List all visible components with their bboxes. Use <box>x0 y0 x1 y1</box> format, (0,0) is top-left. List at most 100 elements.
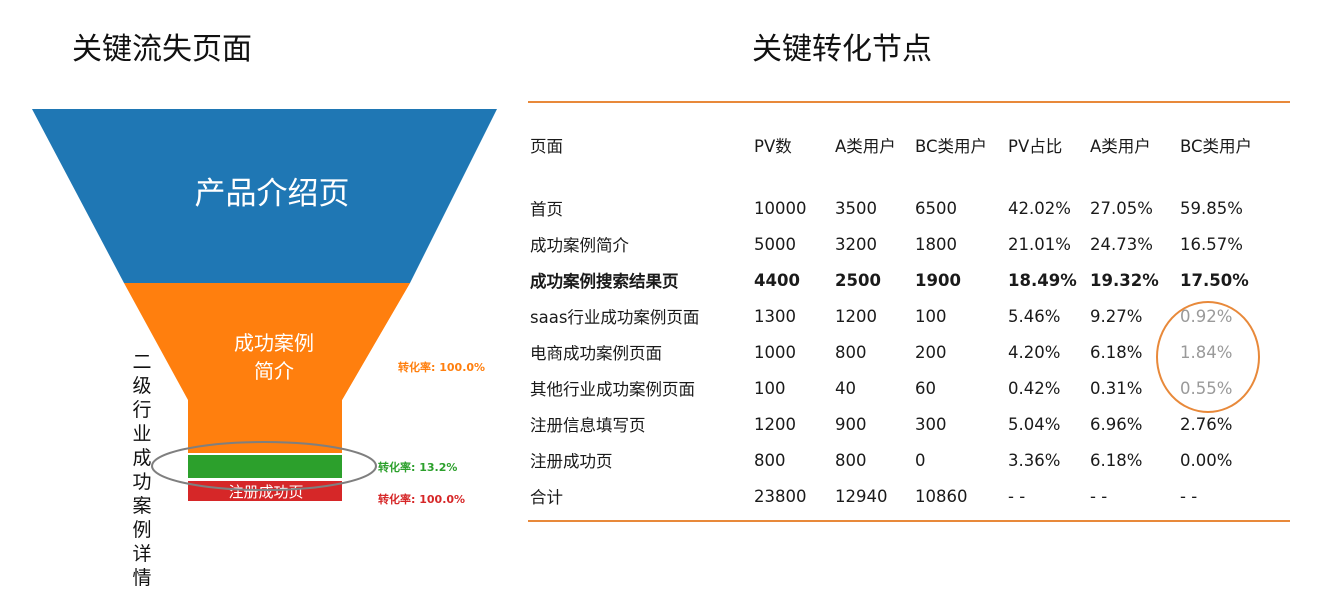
cell-bc-users: 1800 <box>915 234 957 254</box>
cell-pv: 100 <box>754 378 786 398</box>
cell-page: 电商成功案例页面 <box>530 344 662 363</box>
cell-page: 合计 <box>530 488 563 507</box>
cell-page: 其他行业成功案例页面 <box>530 380 695 399</box>
cell-a-users-share: 6.18% <box>1090 450 1143 470</box>
cell-bc-users: 0 <box>915 450 926 470</box>
cell-a-users: 40 <box>835 378 856 398</box>
cell-pv-share: 4.20% <box>1008 342 1061 362</box>
cell-a-users-share: 0.31% <box>1090 378 1143 398</box>
cell-page: 首页 <box>530 200 563 219</box>
cell-bc-users-share: - - <box>1180 486 1198 506</box>
cell-bc-users: 10860 <box>915 486 968 506</box>
funnel-stage-case-intro-label-line1: 成功案例 <box>234 331 314 355</box>
cell-bc-users: 6500 <box>915 198 957 218</box>
cell-pv: 10000 <box>754 198 807 218</box>
cell-pv-share: 0.42% <box>1008 378 1061 398</box>
header-page: 页面 <box>530 137 563 156</box>
conversion-rate-industry-detail: 转化率: 13.2% <box>378 460 457 474</box>
table-row: 电商成功案例页面 1000 800 200 4.20% 6.18% 1.84% <box>530 334 1270 370</box>
highlight-ellipse <box>151 441 377 491</box>
cell-bc-users-share: 59.85% <box>1180 198 1243 218</box>
cell-page: saas行业成功案例页面 <box>530 308 700 327</box>
table-row: 注册成功页 800 800 0 3.36% 6.18% 0.00% <box>530 442 1270 478</box>
cell-a-users: 2500 <box>835 270 881 290</box>
funnel-diagram: 产品介绍页 成功案例 简介 注册成功页 转化率: 100.0% 转化率: 13.… <box>32 109 497 506</box>
funnel-stage-product-intro-label: 产品介绍页 <box>195 176 350 212</box>
cell-a-users: 900 <box>835 414 867 434</box>
table-section-title: 关键转化节点 <box>752 32 932 67</box>
conversion-rate-register-success: 转化率: 100.0% <box>378 492 465 506</box>
funnel-stage-register-success-label: 注册成功页 <box>228 483 303 501</box>
cell-bc-users-share: 1.84% <box>1180 342 1233 362</box>
cell-pv: 1200 <box>754 414 796 434</box>
table-bottom-rule <box>528 520 1290 522</box>
table-header-row: 页面 PV数 A类用户 BC类用户 PV占比 A类用户 BC类用户 <box>530 128 1270 162</box>
header-bc-users-share: BC类用户 <box>1180 137 1253 156</box>
table-row: 成功案例搜索结果页 4400 2500 1900 18.49% 19.32% 17.50% <box>530 262 1270 298</box>
cell-a-users-share: 6.96% <box>1090 414 1143 434</box>
cell-pv: 1000 <box>754 342 796 362</box>
conversion-table: 页面 PV数 A类用户 BC类用户 PV占比 A类用户 BC类用户 首页 1000… <box>530 128 1270 514</box>
cell-a-users-share: 24.73% <box>1090 234 1153 254</box>
cell-a-users-share: 27.05% <box>1090 198 1153 218</box>
table-row: 成功案例简介 5000 3200 1800 21.01% 24.73% 16.57% <box>530 226 1270 262</box>
cell-a-users: 3500 <box>835 198 877 218</box>
funnel-section-title: 关键流失页面 <box>72 32 252 67</box>
cell-pv-share: 3.36% <box>1008 450 1061 470</box>
cell-page: 注册信息填写页 <box>530 416 646 435</box>
cell-pv: 23800 <box>754 486 807 506</box>
cell-a-users: 12940 <box>835 486 888 506</box>
funnel-stage-industry-detail <box>188 455 342 478</box>
cell-a-users: 800 <box>835 342 867 362</box>
header-a-users-share: A类用户 <box>1090 137 1151 156</box>
cell-bc-users: 60 <box>915 378 936 398</box>
cell-pv: 1300 <box>754 306 796 326</box>
cell-bc-users-share: 0.92% <box>1180 306 1233 326</box>
header-a-users: A类用户 <box>835 137 896 156</box>
cell-bc-users-share: 0.00% <box>1180 450 1233 470</box>
funnel-stage-case-intro-neck <box>188 395 342 453</box>
header-pv: PV数 <box>754 137 792 156</box>
cell-a-users: 3200 <box>835 234 877 254</box>
cell-page: 成功案例简介 <box>530 236 629 255</box>
cell-bc-users-share: 17.50% <box>1180 270 1249 290</box>
funnel-stage-case-intro-body <box>124 283 410 400</box>
cell-bc-users: 100 <box>915 306 947 326</box>
cell-pv: 800 <box>754 450 786 470</box>
header-pv-share: PV占比 <box>1008 137 1063 156</box>
conversion-rate-case-intro: 转化率: 100.0% <box>398 360 485 374</box>
table-row: 合计 23800 12940 10860 - - - - - - <box>530 478 1270 514</box>
cell-bc-users-share: 16.57% <box>1180 234 1243 254</box>
cell-pv-share: - - <box>1008 486 1026 506</box>
cell-a-users-share: 19.32% <box>1090 270 1159 290</box>
cell-bc-users-share: 0.55% <box>1180 378 1233 398</box>
cell-pv-share: 18.49% <box>1008 270 1077 290</box>
cell-pv-share: 42.02% <box>1008 198 1071 218</box>
table-row: saas行业成功案例页面 1300 1200 100 5.46% 9.27% 0.92% <box>530 298 1270 334</box>
table-top-rule <box>528 101 1290 103</box>
cell-a-users-share: - - <box>1090 486 1108 506</box>
table-row: 其他行业成功案例页面 100 40 60 0.42% 0.31% 0.55% <box>530 370 1270 406</box>
funnel-stage-product-intro <box>32 109 497 283</box>
funnel-side-label: 二级行业成功案例详情 <box>132 351 152 589</box>
table-row: 首页 10000 3500 6500 42.02% 27.05% 59.85% <box>530 190 1270 226</box>
cell-a-users-share: 6.18% <box>1090 342 1143 362</box>
cell-a-users: 800 <box>835 450 867 470</box>
header-bc-users: BC类用户 <box>915 137 988 156</box>
cell-pv: 4400 <box>754 270 800 290</box>
cell-pv-share: 5.04% <box>1008 414 1061 434</box>
cell-bc-users: 1900 <box>915 270 961 290</box>
cell-pv: 5000 <box>754 234 796 254</box>
cell-pv-share: 21.01% <box>1008 234 1071 254</box>
funnel-stage-case-intro-label-line2: 简介 <box>254 359 294 383</box>
cell-bc-users: 300 <box>915 414 947 434</box>
cell-a-users: 1200 <box>835 306 877 326</box>
cell-pv-share: 5.46% <box>1008 306 1061 326</box>
cell-bc-users: 200 <box>915 342 947 362</box>
cell-page: 注册成功页 <box>530 452 613 471</box>
cell-page: 成功案例搜索结果页 <box>530 272 679 291</box>
funnel-stage-register-success <box>188 481 342 501</box>
cell-a-users-share: 9.27% <box>1090 306 1143 326</box>
cell-bc-users-share: 2.76% <box>1180 414 1233 434</box>
table-row: 注册信息填写页 1200 900 300 5.04% 6.96% 2.76% <box>530 406 1270 442</box>
